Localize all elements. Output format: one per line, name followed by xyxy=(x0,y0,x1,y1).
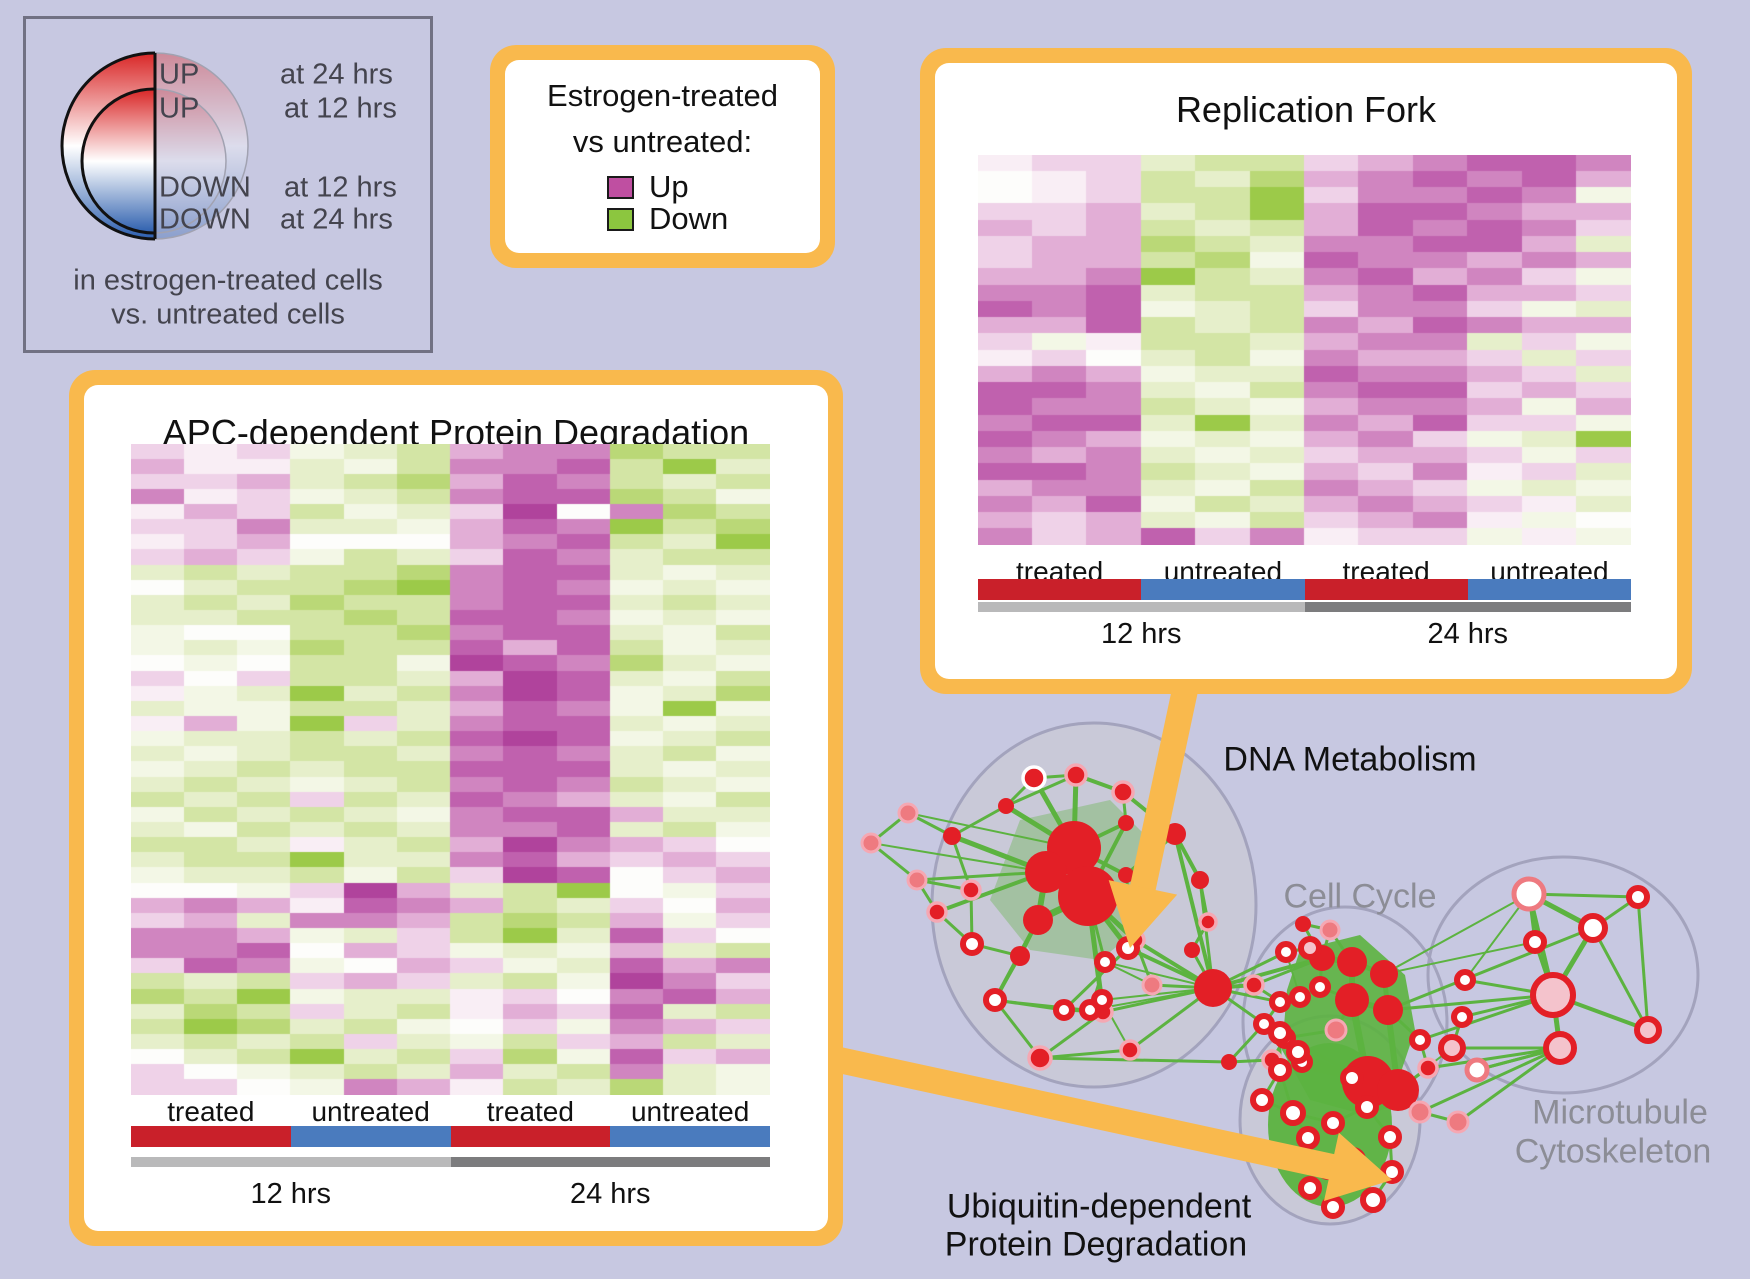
apc-timebar-12 xyxy=(131,1157,451,1167)
apc-group-treated-12: treated xyxy=(167,1096,255,1127)
rf-bar-treated-12 xyxy=(978,579,1142,600)
legend-footer-line1: in estrogen-treated cells xyxy=(73,264,383,297)
legend-footer-line2: vs. untreated cells xyxy=(111,298,345,331)
rf-time-24: 24 hrs xyxy=(1427,618,1509,650)
up-label: Up xyxy=(649,169,689,204)
estrogen-legend-title-line1: Estrogen-treated xyxy=(547,78,778,113)
cluster-label-ubiquitin-line2: Protein Degradation xyxy=(944,1225,1248,1264)
replication-fork-panel: Replication Fork treated untreated treat… xyxy=(920,48,1692,694)
apc-timebar-24 xyxy=(450,1157,770,1167)
apc-heatmap xyxy=(131,444,770,1095)
rf-timebar-24 xyxy=(1304,602,1631,612)
apc-group-untreated-12: untreated xyxy=(311,1096,430,1127)
cluster-label-cytoskeleton: Cytoskeleton xyxy=(1514,1132,1712,1171)
apc-time-24: 24 hrs xyxy=(569,1178,651,1210)
cluster-label-dna-metabolism: DNA Metabolism xyxy=(1223,740,1477,779)
apc-bar-treated-24 xyxy=(450,1126,611,1147)
rf-bar-untreated-12 xyxy=(1141,579,1305,600)
legend-down-12-time: at 12 hrs xyxy=(284,171,397,204)
apc-bar-untreated-12 xyxy=(290,1126,451,1147)
rf-timebar-12 xyxy=(978,602,1305,612)
estrogen-legend-inner xyxy=(505,60,820,253)
legend-up-24-dir: UP xyxy=(159,58,200,91)
apc-group-untreated-24: untreated xyxy=(630,1096,750,1127)
cluster-label-ubiquitin-line1: Ubiquitin-dependent xyxy=(946,1187,1252,1226)
rf-bar-untreated-24 xyxy=(1467,579,1631,600)
rf-panel-title: Replication Fork xyxy=(1175,89,1437,130)
rf-time-12: 12 hrs xyxy=(1100,618,1182,650)
up-color-swatch xyxy=(607,175,634,199)
legend-down-24-dir: DOWN xyxy=(159,203,251,236)
apc-group-treated-24: treated xyxy=(486,1096,574,1127)
legend-up-12-dir: UP xyxy=(159,92,200,125)
estrogen-legend-box: Estrogen-treated vs untreated: Up Down xyxy=(490,45,835,268)
down-color-swatch xyxy=(607,207,634,231)
apc-bar-treated-12 xyxy=(131,1126,291,1147)
cluster-label-microtubule: Microtubule xyxy=(1532,1093,1708,1132)
rf-heatmap xyxy=(978,155,1631,545)
apc-heatmap-panel: APC-dependent Protein Degradation treate… xyxy=(69,370,843,1246)
apc-time-12: 12 hrs xyxy=(250,1178,332,1210)
updown-circle-legend-box: UP at 24 hrs UP at 12 hrs DOWN at 12 hrs… xyxy=(23,16,433,353)
cluster-label-cell-cycle: Cell Cycle xyxy=(1283,877,1437,916)
apc-bar-untreated-24 xyxy=(610,1126,770,1147)
concentric-gradient-circles xyxy=(60,51,249,241)
down-label: Down xyxy=(649,201,729,236)
legend-down-24-time: at 24 hrs xyxy=(280,203,393,236)
rf-bar-treated-24 xyxy=(1304,579,1468,600)
estrogen-legend-title-line2: vs untreated: xyxy=(572,124,753,159)
legend-up-12-time: at 12 hrs xyxy=(284,92,397,125)
legend-down-12-dir: DOWN xyxy=(159,171,251,204)
legend-up-24-time: at 24 hrs xyxy=(280,58,393,91)
